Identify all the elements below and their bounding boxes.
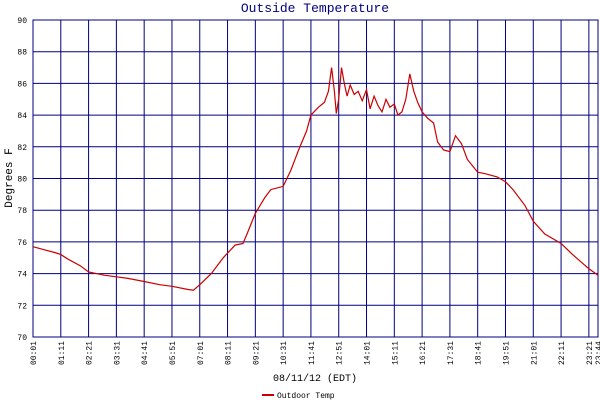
y-axis-label: Degrees F: [4, 148, 16, 207]
y-tick-label: 90: [17, 17, 27, 26]
x-axis-label: 08/11/12 (EDT): [273, 373, 357, 385]
y-tick-label: 78: [17, 207, 27, 216]
y-tick-label: 70: [17, 334, 27, 343]
data-line: [32, 67, 599, 291]
x-tick-label: 19:51: [502, 341, 511, 365]
x-tick-label: 14:01: [364, 341, 373, 365]
y-tick-label: 86: [17, 80, 27, 89]
x-tick-label: 09:21: [252, 341, 261, 365]
x-tick-label: 18:41: [475, 341, 484, 365]
x-tick-label: 23:44: [595, 341, 600, 365]
x-tick-label: 04:41: [141, 341, 150, 365]
x-tick-label: 02:21: [86, 341, 95, 365]
x-tick-label: 21:01: [530, 341, 539, 365]
legend-label: Outdoor Temp: [277, 392, 335, 400]
y-tick-label: 76: [17, 239, 27, 248]
x-tick-label: 03:31: [113, 341, 122, 365]
y-tick-label: 74: [17, 271, 27, 280]
y-tick-label: 84: [17, 112, 27, 121]
y-tick-label: 72: [17, 302, 27, 311]
x-tick-label: 12:51: [336, 341, 345, 365]
x-tick-label: 17:31: [447, 341, 456, 365]
x-tick-label: 16:21: [419, 341, 428, 365]
x-tick-label: 11:41: [308, 341, 317, 365]
y-tick-label: 80: [17, 176, 27, 185]
x-tick-label: 01:11: [58, 341, 67, 365]
x-tick-label: 07:01: [197, 341, 206, 365]
x-tick-label: 15:11: [391, 341, 400, 365]
x-tick-label: 08:11: [225, 341, 234, 365]
x-tick-label: 10:31: [280, 341, 289, 365]
y-tick-label: 88: [17, 49, 27, 58]
chart-title: Outside Temperature: [241, 1, 389, 16]
x-tick-label: 22:11: [558, 341, 567, 365]
x-tick-label: 05:51: [169, 341, 178, 365]
y-tick-label: 82: [17, 144, 27, 153]
x-tick-label: 23:21: [586, 341, 595, 365]
x-tick-label: 00:01: [30, 341, 39, 365]
